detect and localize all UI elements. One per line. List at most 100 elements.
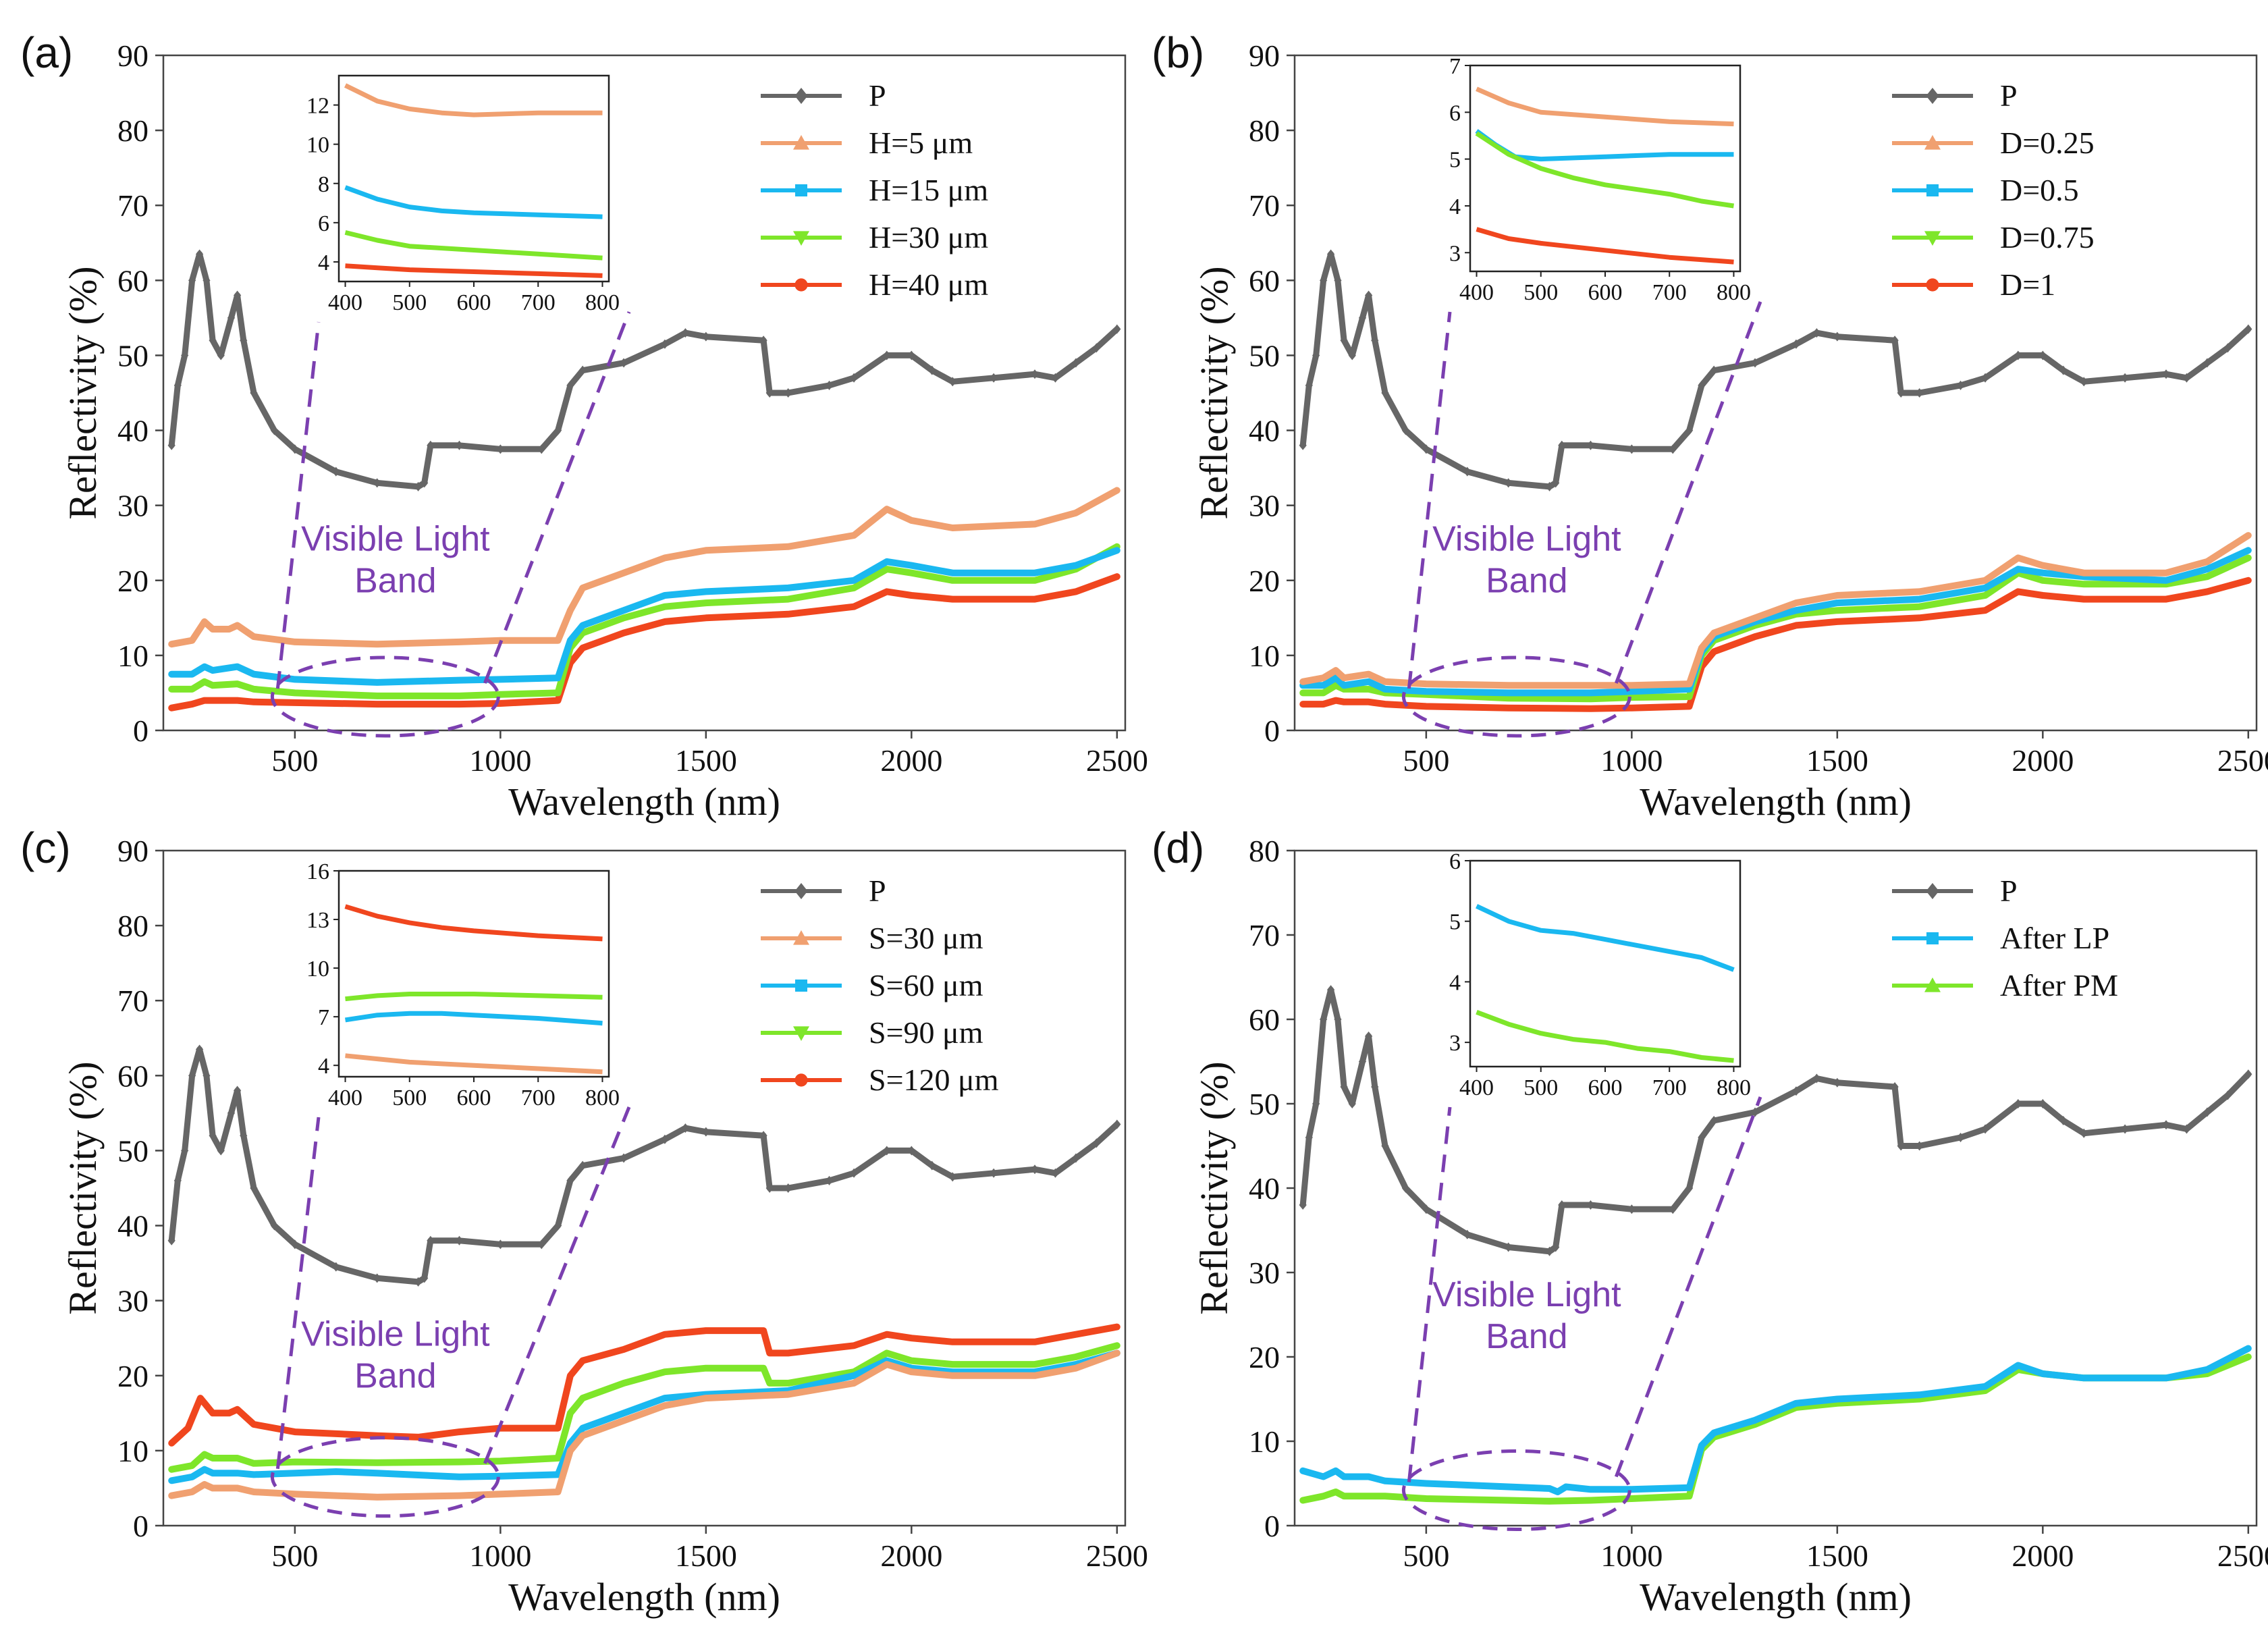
inset-frame xyxy=(338,74,610,283)
series-point xyxy=(566,1175,574,1185)
x-tick-label: 1000 xyxy=(1600,743,1663,778)
y-tick-label: 20 xyxy=(1249,1340,1280,1374)
y-tick-label: 10 xyxy=(1249,639,1280,673)
visible-band-ellipse xyxy=(270,655,500,738)
series-point xyxy=(1698,1133,1706,1142)
series-point xyxy=(681,328,689,338)
series-point xyxy=(1833,331,1841,342)
series-point xyxy=(1792,339,1800,349)
legend-marker xyxy=(794,1073,808,1087)
series-point xyxy=(250,388,258,398)
x-tick-label: 500 xyxy=(1403,1538,1449,1573)
series-point xyxy=(427,1235,435,1245)
inset-y-tick-label: 5 xyxy=(1449,148,1461,173)
series-point xyxy=(181,1146,189,1156)
x-tick-label: 1500 xyxy=(675,743,737,778)
series-point xyxy=(1812,1073,1820,1083)
series-point xyxy=(1710,365,1718,375)
x-tick-label: 500 xyxy=(271,1538,318,1573)
inset-series-line-3 xyxy=(345,1053,603,1075)
x-axis-title: Wavelength (nm) xyxy=(1640,1575,1912,1619)
panel-label: (d) xyxy=(1152,824,1204,872)
series-point xyxy=(167,1235,176,1245)
legend-marker xyxy=(794,278,808,292)
band-label: Band xyxy=(354,1356,436,1395)
inset-x-tick-label: 800 xyxy=(1717,1075,1751,1100)
panel-label: (b) xyxy=(1152,28,1204,77)
series-line-0 xyxy=(1299,250,2252,490)
series-point xyxy=(1358,1056,1367,1067)
series-point xyxy=(578,365,587,375)
visible-band-ellipse xyxy=(1401,655,1631,738)
series-point xyxy=(1401,425,1410,435)
inset-series-line-0 xyxy=(1476,86,1734,127)
series-point xyxy=(702,331,710,342)
series-point xyxy=(173,380,182,390)
inset-x-tick-label: 700 xyxy=(1652,280,1687,305)
series-point xyxy=(759,1131,767,1141)
legend-label: H=40 μm xyxy=(869,267,988,302)
series-point xyxy=(2039,350,2047,360)
legend-marker xyxy=(1926,932,1939,944)
series-point xyxy=(1916,388,1924,398)
y-axis-title: Reflectivity (%) xyxy=(1192,1061,1236,1314)
series-point xyxy=(1365,1031,1373,1041)
series-point xyxy=(1710,1116,1718,1125)
inset-y-tick-label: 3 xyxy=(1449,241,1461,266)
series-point xyxy=(250,1183,258,1193)
legend-label: H=5 μm xyxy=(869,126,973,160)
series-point xyxy=(1586,1200,1595,1210)
legend-marker xyxy=(795,980,807,992)
x-tick-label: 2000 xyxy=(2012,743,2074,778)
y-tick-label: 0 xyxy=(1264,1509,1280,1543)
inset-series-line-0 xyxy=(344,904,603,942)
series-point xyxy=(270,425,279,435)
visible-light-label: Visible Light xyxy=(301,1314,490,1353)
series-point xyxy=(1422,1204,1430,1214)
series-point xyxy=(2080,1128,2088,1138)
series-point xyxy=(373,1273,381,1283)
legend-label: S=120 μm xyxy=(869,1063,999,1097)
series-point xyxy=(554,1221,562,1231)
series-point xyxy=(227,313,236,323)
series-point xyxy=(1051,1168,1060,1178)
series-point xyxy=(537,1239,545,1250)
series-point xyxy=(784,1183,792,1193)
series-point xyxy=(850,1168,858,1178)
inset-series-line-1 xyxy=(345,992,603,1002)
plot-frame xyxy=(1293,849,2258,1527)
x-tick-label: 1000 xyxy=(469,743,531,778)
legend-label: D=1 xyxy=(2000,267,2055,302)
inset-x-tick-label: 400 xyxy=(1459,280,1494,305)
series-point xyxy=(1897,388,1905,398)
series-point xyxy=(784,388,792,398)
inset-x-tick-label: 400 xyxy=(328,290,362,315)
y-tick-label: 80 xyxy=(1249,834,1280,868)
zoom-line-right xyxy=(1614,301,1762,684)
inset-x-tick-label: 600 xyxy=(457,290,491,315)
y-tick-label: 0 xyxy=(133,1509,148,1543)
x-tick-label: 500 xyxy=(271,743,318,778)
series-point xyxy=(537,444,545,454)
plot-frame xyxy=(162,849,1127,1527)
series-point xyxy=(1031,369,1039,379)
y-tick-label: 60 xyxy=(1249,1002,1280,1037)
legend-marker xyxy=(1924,977,1941,992)
series-point xyxy=(496,1239,504,1250)
series-line-1 xyxy=(168,487,1120,648)
inset-x-tick-label: 700 xyxy=(521,1085,556,1110)
legend-label: D=0.5 xyxy=(2000,173,2079,207)
inset: 400 500 600 700 800 3 4 5 6 xyxy=(1449,849,1751,1100)
series-point xyxy=(1956,1133,1965,1142)
series-point xyxy=(759,336,767,346)
legend-label: P xyxy=(869,874,886,908)
inset-x-tick-label: 500 xyxy=(1523,280,1558,305)
plot-frame xyxy=(1293,54,2258,732)
y-tick-label: 0 xyxy=(1264,714,1280,748)
series-point xyxy=(661,1134,669,1144)
inset-y-tick-label: 12 xyxy=(306,94,329,119)
series-point xyxy=(1326,249,1335,259)
x-tick-label: 2500 xyxy=(1086,743,1148,778)
y-tick-label: 50 xyxy=(1249,338,1280,373)
